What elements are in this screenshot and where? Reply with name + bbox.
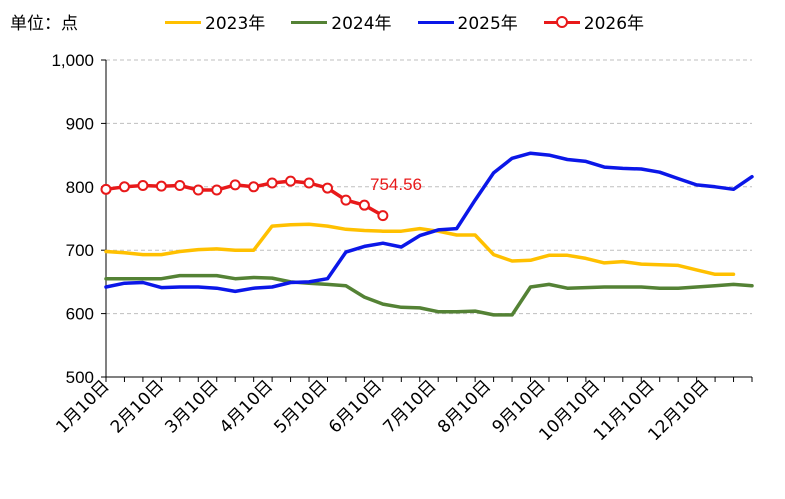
legend-label-2025: 2025年 bbox=[457, 14, 518, 34]
y-tick-label: 900 bbox=[66, 114, 94, 133]
data-point bbox=[285, 175, 297, 187]
unit-label: 单位：点 bbox=[10, 14, 78, 34]
series-line-2024年 bbox=[104, 273, 754, 317]
data-point bbox=[174, 180, 186, 192]
legend-swatch-2025 bbox=[417, 15, 454, 29]
x-tick-label: 7月10日 bbox=[379, 376, 440, 437]
y-tick-label: 700 bbox=[66, 241, 94, 260]
data-point bbox=[211, 184, 223, 196]
legend-item-2025: 2025年 bbox=[417, 9, 518, 34]
axes bbox=[101, 59, 753, 382]
series-line-2023年 bbox=[104, 222, 736, 277]
tick-labels: 5006007008009001,0001月10日2月10日3月10日4月10日… bbox=[51, 51, 713, 445]
x-tick-label: 5月10日 bbox=[270, 376, 331, 437]
data-point bbox=[155, 180, 167, 192]
data-point bbox=[229, 179, 241, 191]
data-point bbox=[118, 181, 130, 193]
data-point bbox=[137, 180, 149, 192]
series-line-2026年 bbox=[104, 179, 385, 218]
legend-swatch-2026 bbox=[543, 15, 580, 29]
y-tick-label: 800 bbox=[66, 178, 94, 197]
legend-label-2026: 2026年 bbox=[583, 14, 645, 34]
legend: 2023年 2024年 2025年 2026年 bbox=[165, 9, 670, 34]
data-point bbox=[266, 177, 278, 189]
data-point bbox=[192, 184, 204, 196]
y-tick-label: 1,000 bbox=[51, 51, 94, 70]
x-tick-label: 3月10日 bbox=[161, 376, 222, 437]
x-tick-label: 4月10日 bbox=[216, 376, 277, 437]
data-point bbox=[248, 181, 260, 193]
x-tick-label: 2月10日 bbox=[107, 376, 168, 437]
legend-swatch-2023 bbox=[165, 15, 201, 29]
y-tick-label: 600 bbox=[66, 305, 94, 324]
last-value-annotation: 754.56 bbox=[370, 175, 422, 194]
legend-label-2024: 2024年 bbox=[331, 14, 392, 34]
data-point bbox=[358, 199, 370, 211]
legend-swatch-2024 bbox=[291, 15, 328, 29]
legend-item-2024: 2024年 bbox=[291, 9, 392, 34]
legend-label-2023: 2023年 bbox=[205, 14, 266, 34]
x-tick-label: 6月10日 bbox=[325, 376, 386, 437]
y-tick-label: 500 bbox=[66, 368, 94, 387]
data-point bbox=[340, 194, 352, 206]
data-point bbox=[100, 183, 112, 195]
legend-item-2023: 2023年 bbox=[165, 9, 265, 34]
series-line-2025年 bbox=[104, 151, 754, 294]
data-point bbox=[303, 177, 315, 189]
data-point bbox=[377, 210, 389, 222]
data-point bbox=[321, 182, 333, 194]
legend-item-2026: 2026年 bbox=[543, 9, 645, 34]
x-tick-label: 8月10日 bbox=[434, 376, 495, 437]
series-lines bbox=[100, 151, 754, 317]
